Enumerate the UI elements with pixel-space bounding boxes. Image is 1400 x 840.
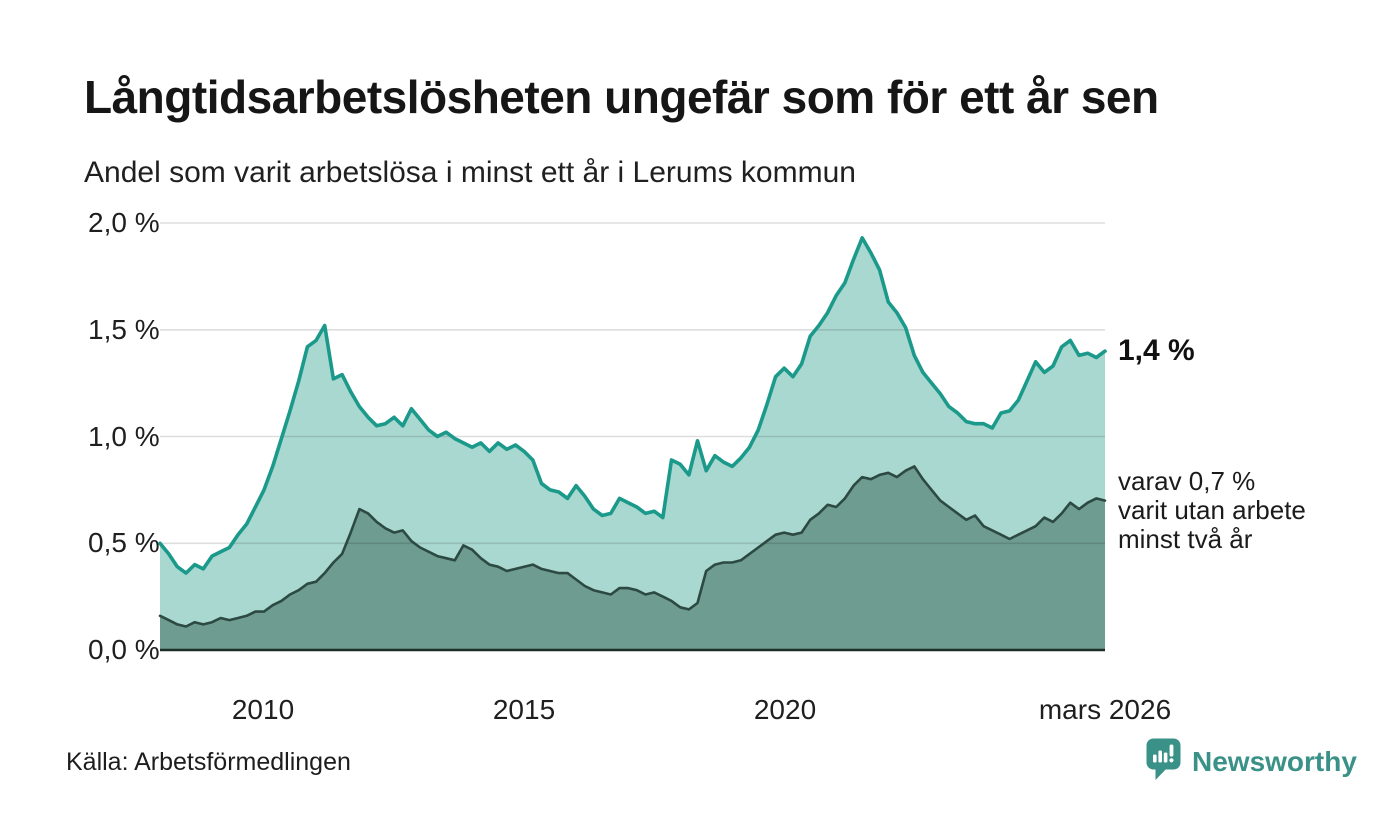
page-subtitle: Andel som varit arbetslösa i minst ett å… <box>84 156 856 189</box>
x-tick-label: 2015 <box>492 694 556 725</box>
newsworthy-logo: Newsworthy <box>1146 738 1357 781</box>
source-note: Källa: Arbetsförmedlingen <box>66 748 351 776</box>
newsworthy-wordmark: Newsworthy <box>1192 746 1357 777</box>
x-tick-label: 2020 <box>753 694 817 725</box>
y-tick-label: 0,0 % <box>88 634 160 665</box>
line-series-0 <box>158 236 1107 575</box>
two-year-annotation: varav 0,7 % varit utan arbete minst två … <box>1118 466 1306 554</box>
y-tick-label: 2,0 % <box>88 207 160 238</box>
y-tick-label: 1,5 % <box>88 314 160 345</box>
latest-value-label: 1,4 % <box>1118 334 1195 367</box>
y-tick-label: 1,0 % <box>88 421 160 452</box>
x-tick-label: mars 2026 <box>1038 694 1172 725</box>
newsworthy-logo-icon <box>1146 738 1181 780</box>
area-fill-series-1 <box>160 466 1105 650</box>
x-tick-label: 2010 <box>231 694 295 725</box>
line-series-1 <box>158 465 1107 628</box>
page-title: Långtidsarbetslösheten ungefär som för e… <box>84 71 1159 123</box>
y-tick-label: 0,5 % <box>88 527 160 558</box>
